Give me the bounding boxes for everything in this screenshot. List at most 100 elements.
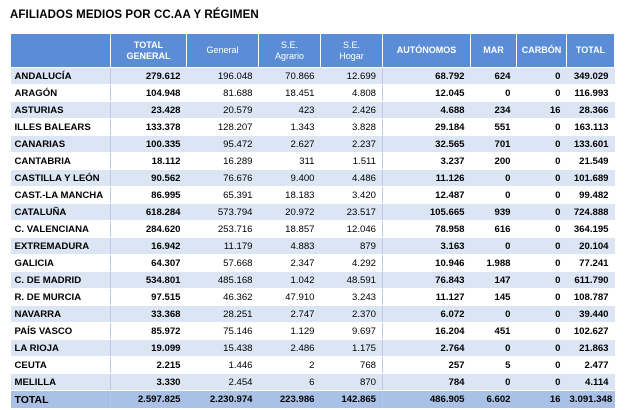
value-cell: 29.184	[382, 118, 471, 136]
value-cell: 311	[258, 152, 321, 170]
table-row: GALICIA 64.307 57.668 2.347 4.292 10.946 1.988…	[10, 254, 615, 272]
region-cell: CANTABRIA	[10, 152, 111, 170]
table-row: ARAGÓN 104.948 81.688 18.451 4.808 12.045 0 0 11…	[10, 84, 615, 102]
value-cell: 33.368	[110, 305, 187, 323]
table-row: ANDALUCÍA 279.612 196.048 70.866 12.699 68.79…	[10, 67, 615, 85]
region-cell: MELILLA	[10, 373, 111, 391]
value-cell: 4.883	[258, 237, 321, 255]
value-cell: 4.292	[320, 254, 383, 272]
value-cell: 0	[516, 169, 567, 187]
value-cell: 16	[516, 101, 567, 119]
value-cell: 12.045	[382, 84, 471, 102]
table-row: CASTILLA Y LEÓN 90.562 76.676 9.400 4.486 11.…	[10, 169, 615, 187]
header-general: General	[186, 33, 259, 68]
value-cell: 3.237	[382, 152, 471, 170]
value-cell: 9.697	[320, 322, 383, 340]
table-row: C. VALENCIANA 284.620 253.716 18.857 12.046 7…	[10, 220, 615, 238]
value-cell: 23.517	[320, 203, 383, 221]
value-cell: 20.579	[186, 101, 259, 119]
table-row: CAST.-LA MANCHA 86.995 65.391 18.183 3.420 12…	[10, 186, 615, 204]
value-cell: 21.549	[566, 152, 615, 170]
value-cell: 349.029	[566, 67, 615, 85]
region-cell: C. VALENCIANA	[10, 220, 111, 238]
region-cell: ANDALUCÍA	[10, 67, 111, 85]
value-cell: 3.330	[110, 373, 187, 391]
value-cell: 21.863	[566, 339, 615, 357]
region-cell: GALICIA	[10, 254, 111, 272]
total-row: TOTAL 2.597.825 2.230.974 223.986 142.865 486…	[10, 390, 615, 409]
value-cell: 0	[470, 305, 517, 323]
value-cell: 423	[258, 101, 321, 119]
value-cell: 2.347	[258, 254, 321, 272]
value-cell: 19.099	[110, 339, 187, 357]
value-cell: 18.857	[258, 220, 321, 238]
value-cell: 6.072	[382, 305, 471, 323]
value-cell: 534.801	[110, 271, 187, 289]
value-cell: 2.747	[258, 305, 321, 323]
value-cell: 20.104	[566, 237, 615, 255]
value-cell: 20.972	[258, 203, 321, 221]
value-cell: 28.366	[566, 101, 615, 119]
value-cell: 0	[470, 237, 517, 255]
value-cell: 196.048	[186, 67, 259, 85]
value-cell: 618.284	[110, 203, 187, 221]
value-cell: 2	[258, 356, 321, 374]
value-cell: 102.627	[566, 322, 615, 340]
value-cell: 1.511	[320, 152, 383, 170]
value-cell: 724.888	[566, 203, 615, 221]
region-cell: PAÍS VASCO	[10, 322, 111, 340]
value-cell: 12.487	[382, 186, 471, 204]
value-cell: 364.195	[566, 220, 615, 238]
value-cell: 257	[382, 356, 471, 374]
value-cell: 879	[320, 237, 383, 255]
value-cell: 28.251	[186, 305, 259, 323]
value-cell: 451	[470, 322, 517, 340]
value-cell: 47.910	[258, 288, 321, 306]
region-cell: C. DE MADRID	[10, 271, 111, 289]
region-cell: CATALUÑA	[10, 203, 111, 221]
value-cell: 1.129	[258, 322, 321, 340]
value-cell: 133.601	[566, 135, 615, 153]
value-cell: 0	[470, 169, 517, 187]
value-cell: 3.243	[320, 288, 383, 306]
value-cell: 76.676	[186, 169, 259, 187]
value-cell: 253.716	[186, 220, 259, 238]
value-cell: 1.175	[320, 339, 383, 357]
value-cell: 939	[470, 203, 517, 221]
value-cell: 611.790	[566, 271, 615, 289]
value-cell: 97.515	[110, 288, 187, 306]
total-value: 2.230.974	[186, 390, 259, 409]
value-cell: 78.958	[382, 220, 471, 238]
value-cell: 86.995	[110, 186, 187, 204]
header-carbon: CARBÓN	[516, 33, 567, 68]
region-cell: R. DE MURCIA	[10, 288, 111, 306]
value-cell: 108.787	[566, 288, 615, 306]
header-autonomos: AUTÓNOMOS	[382, 33, 471, 68]
value-cell: 32.565	[382, 135, 471, 153]
value-cell: 5	[470, 356, 517, 374]
value-cell: 2.215	[110, 356, 187, 374]
value-cell: 0	[516, 135, 567, 153]
value-cell: 0	[516, 84, 567, 102]
value-cell: 0	[516, 356, 567, 374]
value-cell: 3.163	[382, 237, 471, 255]
value-cell: 1.343	[258, 118, 321, 136]
value-cell: 64.307	[110, 254, 187, 272]
value-cell: 0	[516, 271, 567, 289]
value-cell: 77.241	[566, 254, 615, 272]
value-cell: 0	[516, 339, 567, 357]
value-cell: 16.204	[382, 322, 471, 340]
value-cell: 3.420	[320, 186, 383, 204]
value-cell: 10.946	[382, 254, 471, 272]
value-cell: 39.440	[566, 305, 615, 323]
header-se-hogar: S.E. Hogar	[320, 33, 383, 68]
value-cell: 0	[470, 186, 517, 204]
value-cell: 784	[382, 373, 471, 391]
region-cell: ASTURIAS	[10, 101, 111, 119]
header-se-agrario: S.E. Agrario	[258, 33, 321, 68]
value-cell: 551	[470, 118, 517, 136]
value-cell: 870	[320, 373, 383, 391]
value-cell: 70.866	[258, 67, 321, 85]
value-cell: 81.688	[186, 84, 259, 102]
region-cell: CANARIAS	[10, 135, 111, 153]
